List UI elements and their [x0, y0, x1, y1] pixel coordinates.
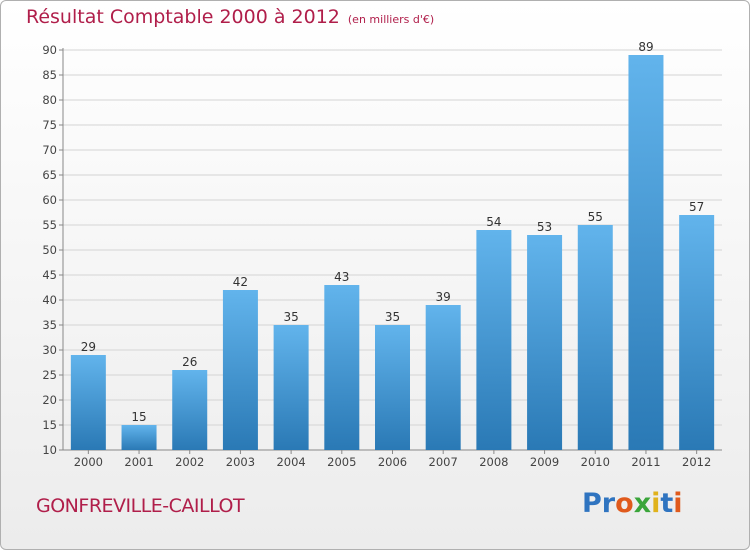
logo-letter: x: [633, 488, 652, 519]
x-tick-label: 2011: [631, 455, 660, 469]
y-tick-label: 25: [42, 368, 57, 382]
y-tick-label: 30: [42, 343, 57, 357]
y-tick-label: 75: [42, 118, 57, 132]
x-tick-label: 2002: [175, 455, 204, 469]
data-label: 55: [588, 210, 603, 224]
y-tick-label: 90: [42, 43, 57, 57]
y-tick-label: 60: [42, 193, 57, 207]
x-tick-label: 2008: [479, 455, 508, 469]
x-tick-label: 2006: [378, 455, 407, 469]
bar-2008: [476, 230, 512, 450]
x-tick-label: 2012: [682, 455, 711, 469]
bar-2005: [324, 285, 360, 450]
logo-letter: i: [673, 488, 683, 519]
x-tick-label: 2004: [276, 455, 305, 469]
x-tick-label: 2010: [581, 455, 610, 469]
x-tick-label: 2003: [226, 455, 255, 469]
data-label: 35: [385, 310, 400, 324]
data-label: 89: [638, 40, 653, 54]
chart-subtitle: (en milliers d'€): [347, 13, 435, 26]
logo-letter: r: [601, 488, 616, 519]
proxiti-logo[interactable]: Proxiti: [582, 488, 683, 519]
city-name: GONFREVILLE-CAILLOT: [36, 495, 245, 517]
chart-title: Résultat Comptable 2000 à 2012 (en millie…: [26, 6, 434, 28]
bar-2001: [121, 425, 157, 450]
bar-2006: [375, 325, 410, 450]
bar-2011: [628, 55, 664, 450]
y-tick-label: 10: [42, 443, 57, 457]
bar-2007: [425, 305, 461, 450]
y-tick-label: 65: [42, 168, 57, 182]
logo-letter: t: [660, 488, 674, 519]
logo-letter: o: [615, 488, 634, 519]
data-label: 39: [436, 290, 451, 304]
logo-letter: P: [582, 488, 602, 519]
data-label: 43: [334, 270, 349, 284]
bar-2009: [527, 235, 563, 450]
data-label: 54: [486, 215, 501, 229]
data-label: 26: [182, 355, 197, 369]
data-label: 42: [233, 275, 248, 289]
bar-2012: [679, 215, 715, 450]
y-tick-label: 35: [42, 318, 57, 332]
y-tick-label: 55: [42, 218, 57, 232]
x-tick-label: 2000: [74, 455, 103, 469]
y-tick-label: 15: [42, 418, 57, 432]
data-label: 53: [537, 220, 552, 234]
y-tick-label: 70: [42, 143, 57, 157]
logo-letter: i: [651, 488, 661, 519]
y-tick-label: 45: [42, 268, 57, 282]
y-tick-label: 20: [42, 393, 57, 407]
data-label: 57: [689, 200, 704, 214]
bar-2002: [172, 370, 208, 450]
data-label: 35: [283, 310, 298, 324]
bar-2003: [222, 290, 258, 450]
y-tick-label: 50: [42, 243, 57, 257]
y-tick-label: 85: [42, 68, 57, 82]
bar-2010: [577, 225, 613, 450]
bars: [70, 55, 715, 450]
chart-title-text: Résultat Comptable 2000 à 2012: [26, 6, 340, 28]
x-tick-label: 2005: [327, 455, 356, 469]
data-label: 29: [81, 340, 96, 354]
y-tick-label: 40: [42, 293, 57, 307]
bar-2000: [70, 355, 106, 450]
data-label: 15: [131, 410, 146, 424]
labels: 10 15 20 25 30 35 40 45 50 55 60 65 70 75 80 85 90 29 2000…: [42, 40, 711, 469]
x-tick-label: 2007: [429, 455, 458, 469]
x-tick-label: 2009: [530, 455, 559, 469]
x-tick-label: 2001: [124, 455, 153, 469]
bar-2004: [273, 325, 309, 450]
y-tick-label: 80: [42, 93, 57, 107]
